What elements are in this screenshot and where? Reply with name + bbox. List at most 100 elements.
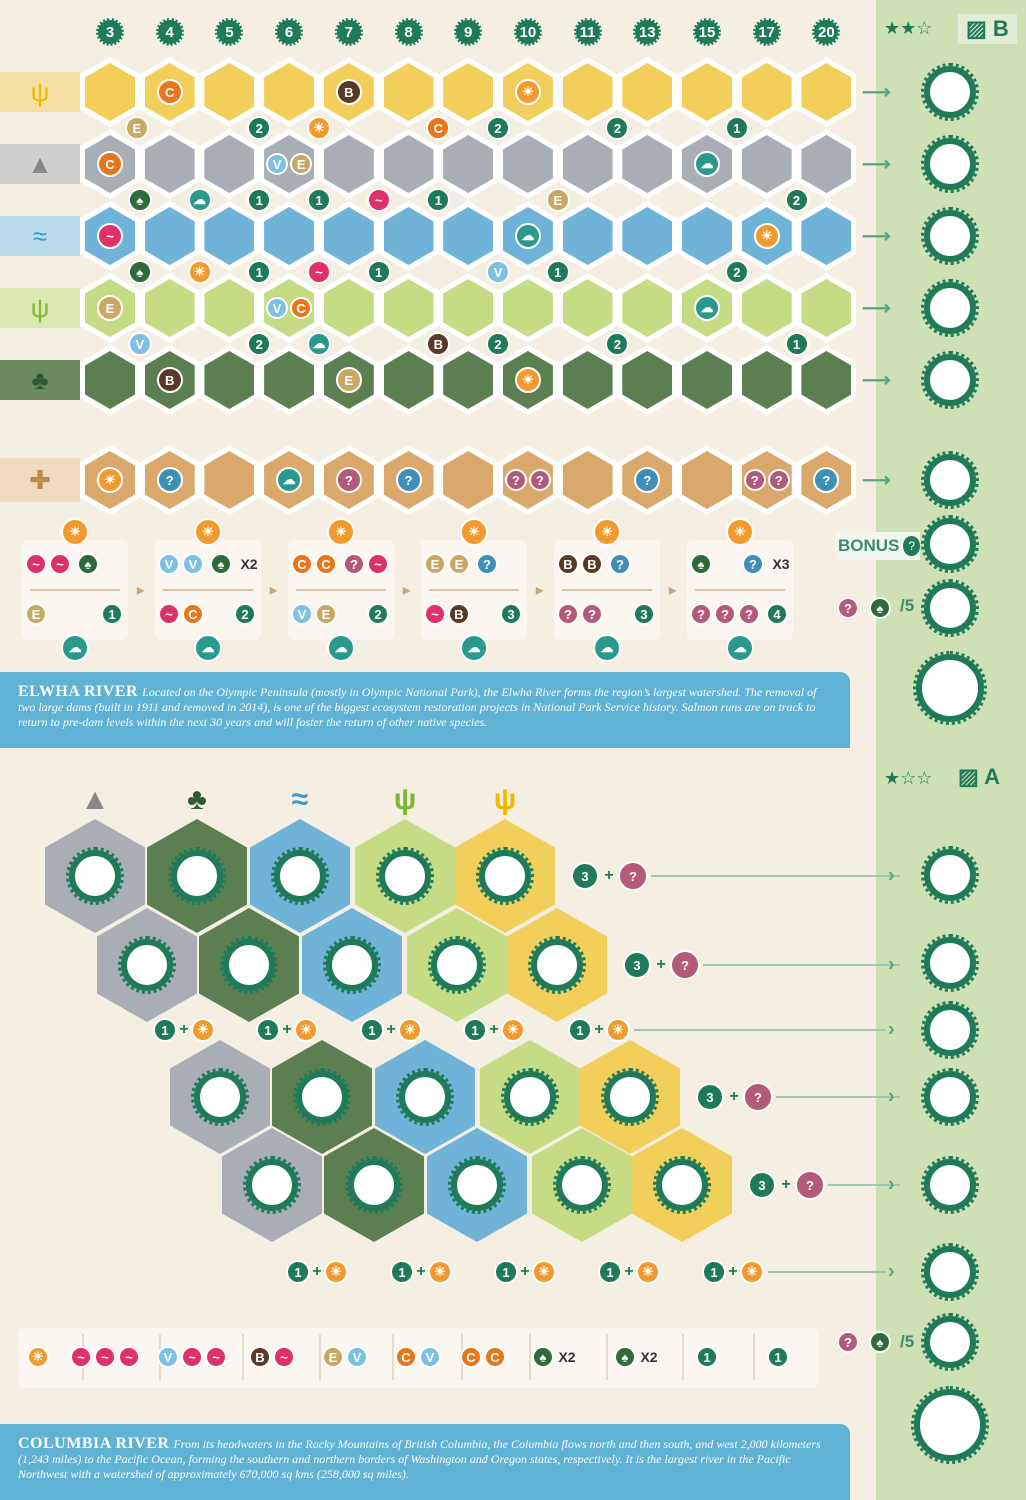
grass-icon: ψ bbox=[493, 783, 517, 816]
placement-circle[interactable] bbox=[323, 936, 381, 994]
salmon-icon: ~ bbox=[49, 553, 71, 575]
question-icon: ? bbox=[504, 469, 527, 491]
hex-water[interactable] bbox=[383, 207, 434, 265]
arrow-icon: ⟶ bbox=[862, 469, 891, 492]
hex-grass[interactable] bbox=[383, 63, 434, 121]
placement-circle[interactable] bbox=[448, 1156, 506, 1214]
final-score-circle[interactable] bbox=[911, 1386, 989, 1464]
cougar-icon: C bbox=[395, 1346, 417, 1368]
forest-icon: ♣ bbox=[31, 364, 49, 395]
score-circle[interactable] bbox=[921, 515, 979, 573]
hex-mountain[interactable] bbox=[383, 135, 434, 193]
elk-icon: E bbox=[322, 1346, 344, 1368]
hex-water[interactable] bbox=[144, 207, 195, 265]
placement-circle[interactable] bbox=[428, 936, 486, 994]
rain-icon: ☁ bbox=[514, 223, 541, 249]
question-icon: ? bbox=[670, 950, 700, 980]
score-2-token: 2 bbox=[605, 116, 630, 140]
score-circle[interactable] bbox=[921, 1313, 979, 1371]
score-circle[interactable] bbox=[921, 207, 979, 265]
hex-water[interactable] bbox=[264, 207, 315, 265]
placement-circle[interactable] bbox=[118, 936, 176, 994]
hex-water[interactable] bbox=[443, 207, 494, 265]
columbia-text: From its headwaters in the Rocky Mountai… bbox=[18, 1437, 821, 1481]
rain-icon: ☁ bbox=[327, 634, 355, 662]
divider bbox=[429, 589, 519, 591]
score-circle[interactable] bbox=[921, 279, 979, 337]
placement-circle[interactable] bbox=[653, 1156, 711, 1214]
score-circle[interactable] bbox=[921, 63, 979, 121]
hex-mountain[interactable] bbox=[443, 135, 494, 193]
sun-icon: ☀ bbox=[27, 1346, 49, 1368]
pinecone-icon: ♠ bbox=[869, 1331, 891, 1353]
pinecone-icon: ♠ bbox=[127, 260, 152, 284]
wild-icon: ? bbox=[742, 553, 764, 575]
cougar-icon: C bbox=[156, 79, 183, 105]
placement-circle[interactable] bbox=[476, 847, 534, 905]
sheet-label-b: B bbox=[992, 16, 1009, 41]
placement-circle[interactable] bbox=[553, 1156, 611, 1214]
hex-mountain[interactable] bbox=[144, 135, 195, 193]
score-circle[interactable] bbox=[921, 1001, 979, 1059]
hex-grass[interactable] bbox=[264, 63, 315, 121]
score-circle[interactable] bbox=[921, 579, 979, 637]
placement-circle[interactable] bbox=[376, 847, 434, 905]
final-score-circle[interactable] bbox=[913, 651, 987, 725]
score-2-token: 2 bbox=[247, 332, 272, 356]
score-circle[interactable] bbox=[921, 1068, 979, 1126]
eagle-icon: V bbox=[486, 260, 511, 284]
water-icon: ≈ bbox=[32, 220, 48, 251]
placement-circle[interactable] bbox=[293, 1068, 351, 1126]
placement-circle[interactable] bbox=[271, 847, 329, 905]
placement-circle[interactable] bbox=[191, 1068, 249, 1126]
sun-icon: ☀ bbox=[187, 260, 212, 284]
cost-badge: 13 bbox=[633, 18, 662, 46]
hex-water[interactable] bbox=[323, 207, 374, 265]
pinecone-icon: ♠ bbox=[690, 553, 712, 575]
cost-badge: 5 bbox=[215, 18, 244, 46]
placement-circle[interactable] bbox=[601, 1068, 659, 1126]
bear-icon: B bbox=[156, 367, 183, 393]
placement-circle[interactable] bbox=[528, 936, 586, 994]
divider bbox=[695, 589, 785, 591]
arrow-icon: › bbox=[888, 864, 895, 887]
score-3-token: 3 bbox=[748, 1171, 776, 1199]
rain-icon: ☁ bbox=[187, 188, 212, 212]
bear-icon: B bbox=[249, 1346, 271, 1368]
score-circle[interactable] bbox=[921, 1156, 979, 1214]
placement-circle[interactable] bbox=[345, 1156, 403, 1214]
row-label-mountain: ▲ bbox=[0, 144, 80, 184]
rain-icon: ☁ bbox=[593, 634, 621, 662]
score-circle[interactable] bbox=[921, 351, 979, 409]
hex-grass[interactable] bbox=[443, 63, 494, 121]
placement-circle[interactable] bbox=[220, 936, 278, 994]
score-1-token: 1 bbox=[568, 1018, 592, 1042]
plus-label: + bbox=[656, 956, 666, 973]
placement-circle[interactable] bbox=[501, 1068, 559, 1126]
wild-icon: ? bbox=[634, 467, 661, 493]
hex-mountain[interactable] bbox=[204, 135, 255, 193]
wild-icon: ? bbox=[156, 467, 183, 493]
score-circle[interactable] bbox=[921, 846, 979, 904]
arrow-icon: › bbox=[888, 1260, 895, 1283]
score-circle[interactable] bbox=[921, 451, 979, 509]
chevron-right-icon: ▸ bbox=[137, 581, 145, 598]
placement-circle[interactable] bbox=[396, 1068, 454, 1126]
hex-mountain[interactable] bbox=[323, 135, 374, 193]
salmon-icon: ~ bbox=[273, 1346, 295, 1368]
arrow-icon: ⟶ bbox=[862, 369, 891, 392]
hex-water[interactable] bbox=[204, 207, 255, 265]
question-icon: ? bbox=[738, 603, 760, 625]
sun-icon: ☀ bbox=[327, 518, 355, 546]
score-1-token: 1 bbox=[286, 1260, 310, 1284]
score-circle[interactable] bbox=[921, 934, 979, 992]
sun-icon: ☀ bbox=[501, 1018, 525, 1042]
score-4-token: 4 bbox=[766, 603, 788, 625]
score-circle[interactable] bbox=[921, 1243, 979, 1301]
eagle-icon: V bbox=[157, 1346, 179, 1368]
placement-circle[interactable] bbox=[66, 847, 124, 905]
placement-circle[interactable] bbox=[243, 1156, 301, 1214]
plus-label: + bbox=[520, 1263, 530, 1280]
placement-circle[interactable] bbox=[168, 847, 226, 905]
score-circle[interactable] bbox=[921, 135, 979, 193]
